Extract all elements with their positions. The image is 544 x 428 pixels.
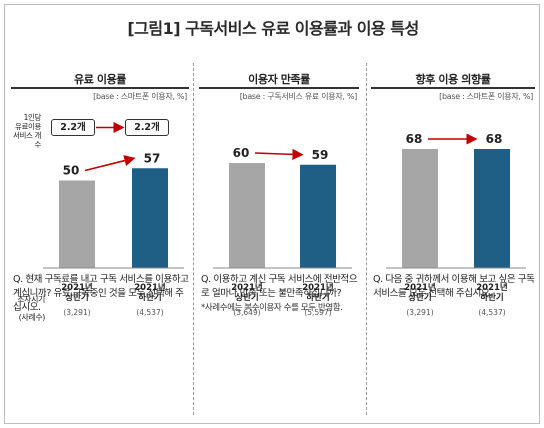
category-label: 2021년: [404, 282, 436, 293]
category-label: 하반기: [138, 292, 161, 303]
sample-size-label: (4,537): [136, 308, 163, 317]
panel-title-rule: [199, 87, 359, 89]
survey-period-label: 조사시기: [17, 295, 45, 304]
panel-satisfaction: 이용자 만족률 [base : 구독서비스 유료 이용자, %]: [199, 67, 359, 419]
per-person-label-line: 유료이용: [15, 122, 41, 131]
category-label: 2021년: [231, 282, 263, 293]
value-label: 68: [486, 132, 503, 146]
category-label: 하반기: [306, 292, 329, 303]
panel-base-note: [base : 구독서비스 유료 이용자, %]: [239, 92, 358, 101]
panel-title-rule: [371, 87, 535, 89]
sample-size-label: (4,537): [478, 308, 505, 317]
panel-title: 유료 이용률: [73, 73, 127, 86]
category-label: 하반기: [480, 292, 503, 303]
question-text-3: Q. 다음 중 귀하께서 이용해 보고 싶은 구독 서비스를 모두 선택해 주십…: [373, 274, 535, 299]
sample-size-label: (3,291): [406, 308, 433, 317]
figure-title: [그림1] 구독서비스 유료 이용률과 이용 특성: [127, 19, 419, 38]
trend-arrow: [84, 155, 136, 172]
panel-base-note: [base : 스마트폰 이용자, %]: [93, 92, 187, 101]
category-label: 2021년: [61, 282, 93, 293]
value-label: 50: [63, 164, 80, 178]
category-label: 상반기: [408, 292, 431, 303]
panel-base-note: [base : 스마트폰 이용자, %]: [439, 92, 533, 101]
service-count-box-second: 2.2개: [125, 119, 169, 136]
panel-title-rule: [11, 87, 189, 89]
sample-size-label: (5,597): [304, 308, 331, 317]
panel-paid-usage: 유료 이용률 [base : 스마트폰 이용자, %]: [11, 67, 189, 419]
bar: [59, 180, 95, 268]
per-person-service-label: 1인당 유료이용 서비스 개수: [7, 113, 41, 149]
bar-charts: 502021년상반기(3,291)572021년하반기(4,537)602021…: [43, 132, 526, 317]
sample-size-label: (3,291): [63, 308, 90, 317]
question-text-2: Q. 이용하고 계신 구독 서비스에 전반적으로 얼마나 만족 또는 불만족하십…: [201, 274, 358, 299]
panel-future-intent: 향후 이용 의향률 [base : 스마트폰 이용자, %]: [371, 67, 535, 419]
bar: [474, 149, 510, 268]
bar: [402, 149, 438, 268]
value-label: 57: [144, 151, 161, 165]
sample-size-label: (사례수): [18, 313, 46, 322]
bar: [229, 163, 265, 268]
category-label: 상반기: [235, 292, 258, 303]
category-label: 2021년: [134, 282, 166, 293]
panel-divider: [193, 63, 194, 415]
figure-frame: [그림1] 구독서비스 유료 이용률과 이용 특성 유료 이용률 [base :…: [4, 4, 540, 424]
panel-title: 이용자 만족률: [248, 73, 310, 86]
category-label: 2021년: [476, 282, 508, 293]
panel-title: 향후 이용 의향률: [415, 73, 491, 86]
category-label: 2021년: [302, 282, 334, 293]
bar: [300, 164, 336, 268]
value-label: 60: [233, 146, 250, 160]
trend-arrow: [254, 148, 304, 160]
bar: [132, 168, 168, 268]
panel-divider: [366, 63, 367, 415]
question-block-2: Q. 이용하고 계신 구독 서비스에 전반적으로 얼마나 만족 또는 불만족하십…: [201, 273, 361, 315]
per-person-label-line: 서비스 개수: [13, 131, 41, 149]
value-label: 68: [406, 132, 423, 146]
question-note-2: *사례수에는 복수이용자 수를 모두 반영함.: [201, 303, 343, 313]
value-label: 59: [312, 148, 329, 162]
category-label: 상반기: [65, 292, 88, 303]
service-count-box-first: 2.2개: [51, 119, 95, 136]
per-person-label-line: 1인당: [23, 113, 42, 122]
sample-size-label: (3,649): [233, 308, 260, 317]
question-text-1: Q. 현재 구독료를 내고 구독 서비스를 이용하고 계십니까? 유료 구독중인…: [13, 274, 189, 313]
